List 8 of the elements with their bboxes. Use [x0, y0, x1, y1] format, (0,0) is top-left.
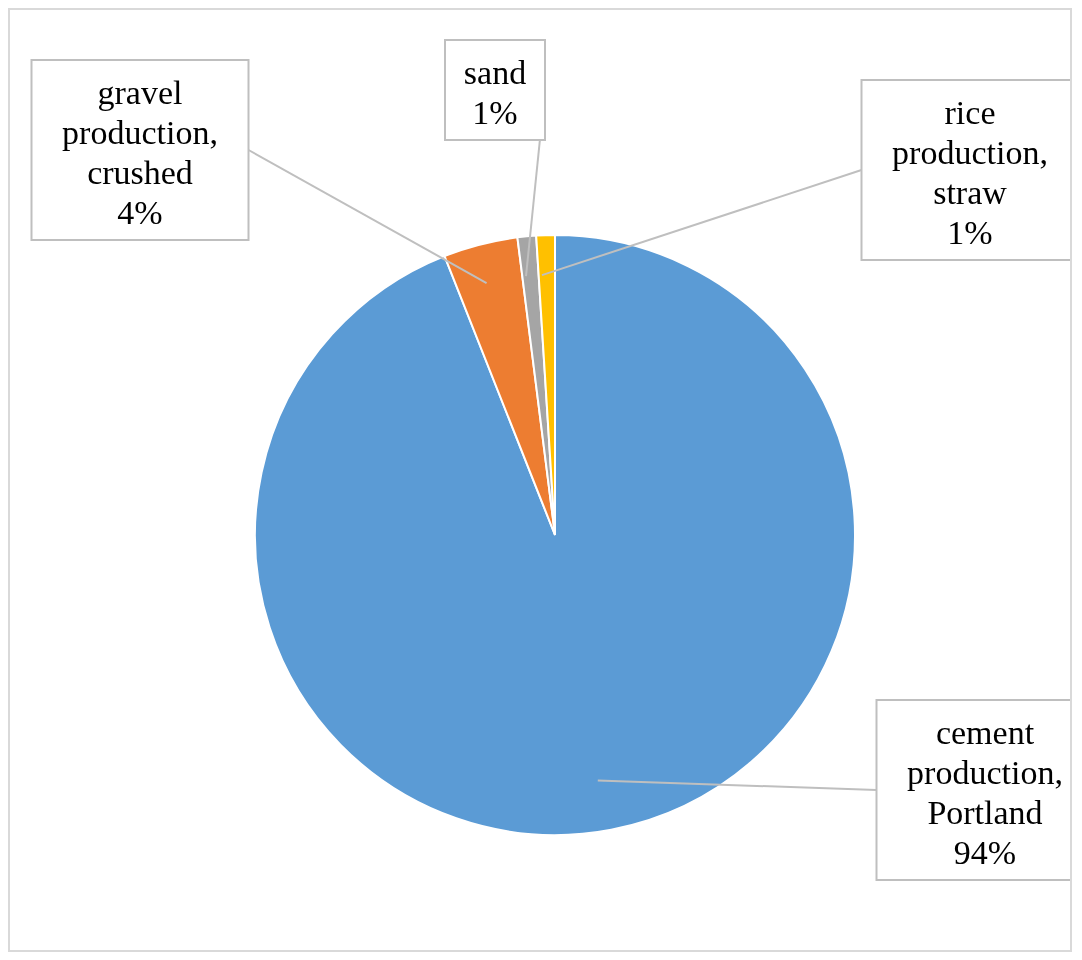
- slice-label: gravel production, crushed: [62, 74, 218, 191]
- data-label: 1%: [472, 94, 518, 131]
- data-label: 1%: [947, 214, 993, 251]
- slice-label: cement production, Portland: [907, 714, 1063, 831]
- slice-label: sand: [463, 54, 527, 91]
- data-label: 94%: [953, 834, 1017, 871]
- data-label: 4%: [117, 194, 163, 231]
- slice-label: rice production, straw: [892, 94, 1048, 211]
